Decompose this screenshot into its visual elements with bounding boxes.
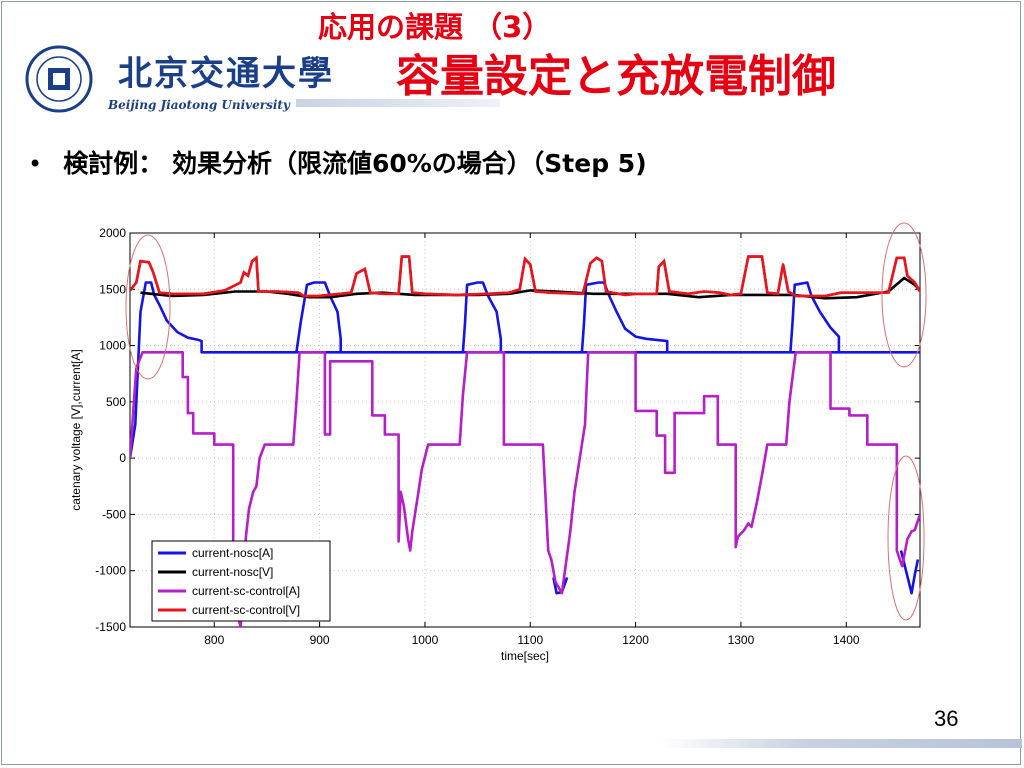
bullet-item: • 検討例： 効果分析（限流値60%の場合）（Step 5): [28, 144, 647, 180]
y-tick-label: 500: [106, 395, 126, 409]
series-line-overlay: [130, 255, 920, 298]
logo-chinese-name: 北京交通大學: [118, 54, 334, 94]
slide-title-line1: 応用の課題 （3）: [318, 10, 552, 44]
bullet-dot-icon: •: [28, 150, 43, 178]
bullet-text: 検討例： 効果分析（限流値60%の場合）（Step 5): [63, 149, 647, 178]
x-tick-label: 1200: [622, 633, 649, 647]
y-tick-label: -500: [102, 507, 126, 521]
x-tick-label: 1400: [833, 633, 860, 647]
legend-label: current-nosc[A]: [192, 546, 273, 560]
series-line-0-segment-5: [899, 550, 920, 595]
legend-label: current-sc-control[A]: [192, 584, 300, 598]
series-line-2: [130, 351, 920, 627]
line-chart: 800 900 1000 1100 1200 1300 1400 2000 1500 1000 50…: [69, 222, 927, 663]
x-tick-label: 1000: [412, 633, 439, 647]
plot-frame: [129, 232, 921, 628]
x-tick-label: 900: [310, 633, 330, 647]
legend-label: current-sc-control[V]: [192, 603, 300, 617]
y-tick-label: -1000: [95, 564, 126, 578]
y-axis-label: catenary voltage [V],current[A]: [69, 349, 83, 510]
title-underline: [296, 99, 500, 107]
slide-title-line2: 容量設定と充放電制御: [396, 51, 836, 102]
series-line-0-segment-4: [789, 281, 841, 353]
series-line-0-segment-2: [552, 577, 569, 595]
x-axis-label: time[sec]: [501, 649, 549, 663]
series-line-0-segment-1: [461, 281, 503, 353]
y-tick-label: 1500: [99, 282, 126, 296]
highlight-circle-top-left: [125, 234, 171, 380]
y-tick-label: -1500: [95, 620, 126, 634]
highlight-circle-top-right: [881, 222, 927, 368]
y-tick-label: 0: [119, 451, 126, 465]
y-tick-label: 1000: [99, 339, 126, 353]
series-group: [130, 255, 920, 627]
footer-bar: [660, 739, 1022, 748]
x-tick-label: 1300: [728, 633, 755, 647]
university-logo: 北京交通大學 Beijing Jiaotong University: [22, 42, 332, 116]
series-line-0: [130, 281, 920, 459]
university-seal-icon: [25, 45, 93, 113]
x-tick-label: 1100: [517, 633, 543, 647]
page-number: 36: [934, 706, 959, 731]
legend-label: current-nosc[V]: [192, 565, 273, 579]
series-line-0-segment-0: [295, 281, 342, 353]
x-tick-label: 800: [204, 633, 224, 647]
y-tick-label: 2000: [99, 226, 126, 240]
highlight-circle-bottom-right: [887, 455, 925, 621]
logo-english-name: Beijing Jiaotong University: [108, 98, 290, 112]
series-line-0-segment-3: [580, 281, 669, 353]
